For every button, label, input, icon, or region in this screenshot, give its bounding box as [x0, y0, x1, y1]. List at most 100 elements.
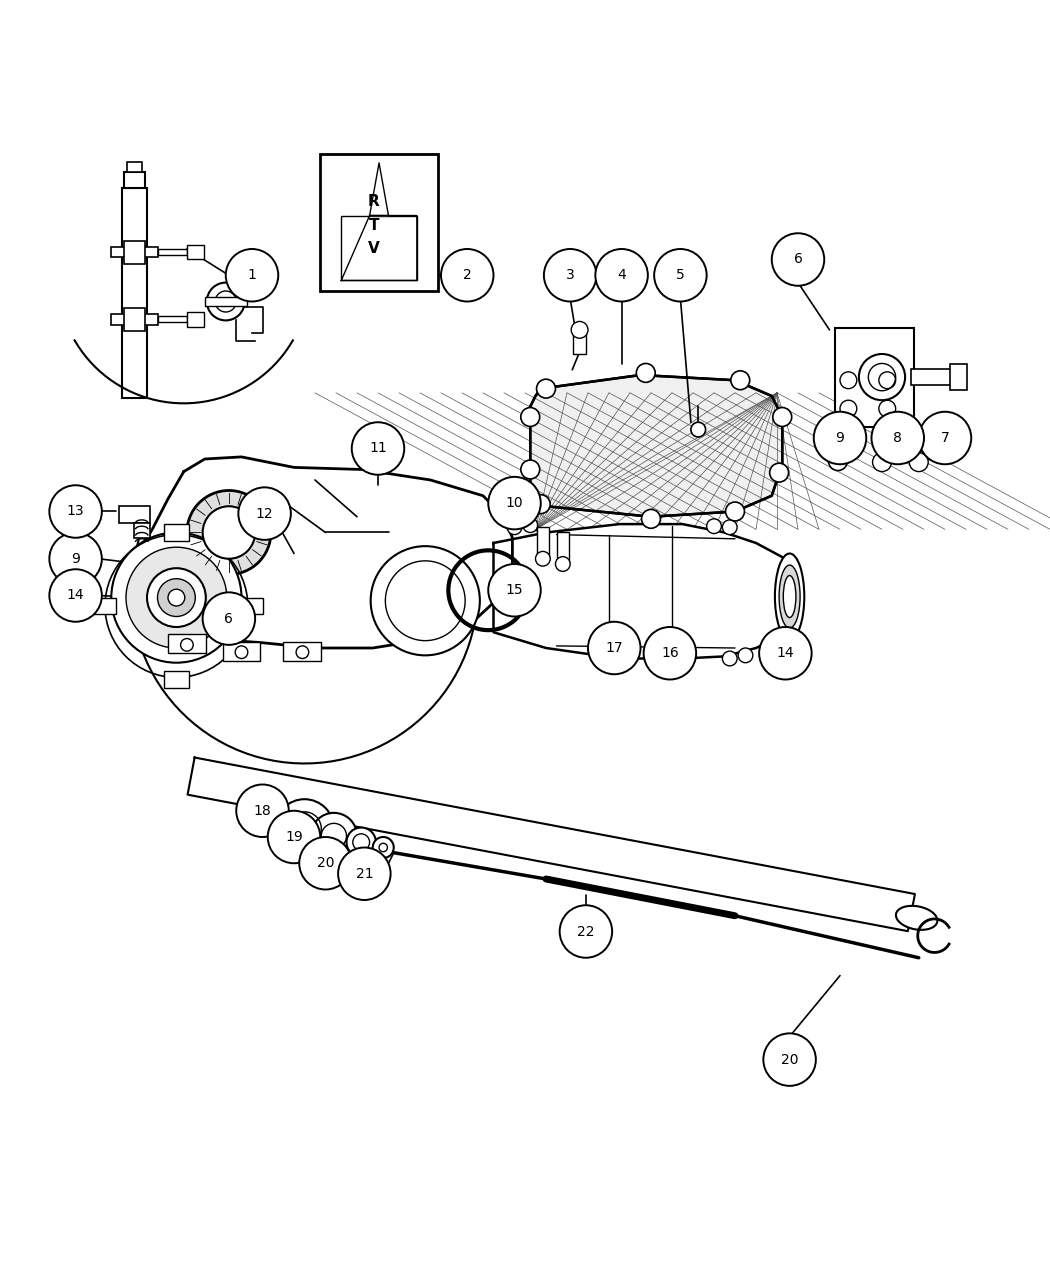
Text: R: R	[368, 194, 380, 209]
Bar	[164, 671, 189, 688]
Text: 7: 7	[941, 431, 949, 445]
Circle shape	[226, 249, 278, 301]
Circle shape	[560, 905, 612, 958]
Circle shape	[642, 510, 660, 528]
Bar	[320, 154, 438, 291]
Bar	[223, 641, 260, 660]
Polygon shape	[530, 375, 782, 516]
Text: 14: 14	[777, 646, 794, 660]
Text: 5: 5	[676, 268, 685, 282]
Ellipse shape	[779, 565, 800, 629]
Bar	[127, 162, 142, 172]
Circle shape	[338, 848, 391, 900]
Circle shape	[238, 487, 291, 539]
Circle shape	[571, 321, 588, 338]
Circle shape	[49, 569, 102, 622]
Bar	[168, 635, 206, 653]
Bar	[111, 314, 158, 325]
Text: 3: 3	[566, 268, 574, 282]
Bar	[111, 247, 158, 258]
Circle shape	[919, 412, 971, 464]
Bar	[950, 365, 967, 390]
Circle shape	[722, 520, 737, 534]
Circle shape	[235, 646, 248, 658]
Bar	[284, 641, 321, 660]
Polygon shape	[188, 757, 915, 931]
Circle shape	[726, 502, 744, 521]
Polygon shape	[494, 524, 798, 658]
Text: 17: 17	[606, 641, 623, 655]
Circle shape	[770, 463, 789, 482]
Text: 8: 8	[894, 431, 902, 445]
Bar	[122, 189, 147, 398]
Circle shape	[126, 547, 227, 648]
Circle shape	[691, 422, 706, 437]
Circle shape	[772, 233, 824, 286]
Bar	[835, 328, 914, 427]
Circle shape	[521, 460, 540, 479]
Bar	[124, 172, 145, 189]
Circle shape	[636, 363, 655, 382]
Text: 21: 21	[356, 867, 373, 881]
Circle shape	[111, 533, 242, 663]
Circle shape	[873, 453, 891, 472]
Circle shape	[441, 249, 494, 301]
Circle shape	[507, 520, 522, 534]
Circle shape	[147, 569, 206, 627]
Circle shape	[49, 533, 102, 585]
Circle shape	[236, 784, 289, 836]
Circle shape	[759, 627, 812, 680]
Bar	[90, 598, 116, 615]
Circle shape	[187, 491, 271, 575]
Circle shape	[644, 627, 696, 680]
Circle shape	[168, 589, 185, 606]
Text: 14: 14	[67, 589, 84, 603]
Text: 6: 6	[794, 252, 802, 266]
Text: 18: 18	[254, 803, 271, 817]
Circle shape	[296, 646, 309, 658]
Circle shape	[488, 477, 541, 529]
Polygon shape	[131, 456, 512, 648]
Circle shape	[872, 412, 924, 464]
Text: 15: 15	[506, 583, 523, 597]
Circle shape	[181, 639, 193, 652]
Circle shape	[654, 249, 707, 301]
Circle shape	[909, 453, 928, 472]
Circle shape	[311, 813, 357, 859]
Text: 20: 20	[317, 857, 334, 871]
Text: 9: 9	[836, 431, 844, 445]
Circle shape	[373, 836, 394, 858]
Bar	[537, 528, 549, 558]
Polygon shape	[341, 210, 417, 280]
Text: 6: 6	[225, 612, 233, 626]
Bar	[119, 506, 150, 523]
Circle shape	[588, 622, 640, 674]
Circle shape	[828, 451, 847, 470]
Bar	[134, 523, 150, 538]
Ellipse shape	[775, 553, 804, 640]
Bar	[237, 598, 262, 615]
Circle shape	[275, 799, 334, 858]
Circle shape	[203, 593, 255, 645]
Circle shape	[158, 579, 195, 617]
Circle shape	[523, 518, 538, 533]
Circle shape	[555, 557, 570, 571]
Bar	[341, 215, 417, 280]
Circle shape	[352, 422, 404, 474]
Circle shape	[488, 564, 541, 617]
Circle shape	[763, 1033, 816, 1086]
Circle shape	[879, 400, 896, 417]
Text: 2: 2	[463, 268, 471, 282]
Text: 9: 9	[71, 552, 80, 566]
Bar	[187, 245, 204, 260]
Circle shape	[537, 379, 555, 398]
Circle shape	[521, 408, 540, 426]
Bar	[205, 297, 247, 306]
Bar	[573, 332, 586, 354]
Text: 22: 22	[578, 924, 594, 938]
Circle shape	[544, 249, 596, 301]
Circle shape	[722, 652, 737, 666]
Circle shape	[299, 836, 352, 890]
Circle shape	[814, 412, 866, 464]
Circle shape	[49, 486, 102, 538]
